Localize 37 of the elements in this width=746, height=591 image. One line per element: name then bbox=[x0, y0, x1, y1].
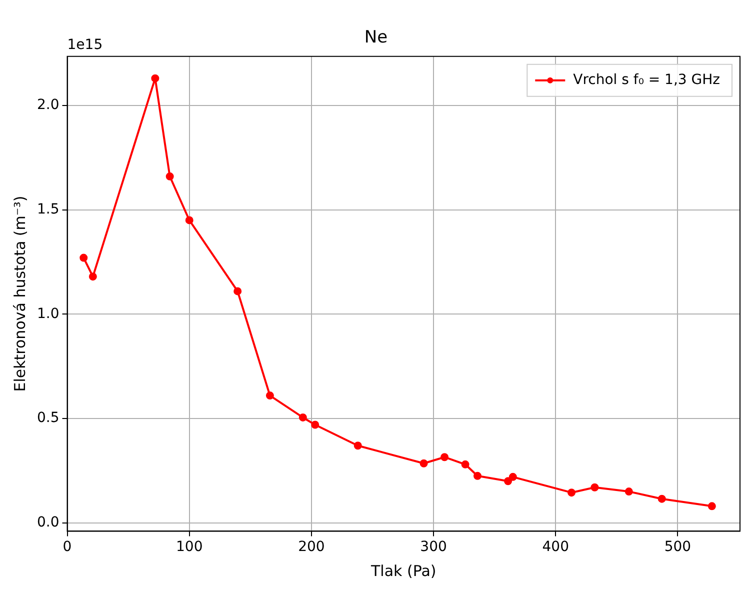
point bbox=[708, 502, 716, 510]
y-tick-label: 2.0 bbox=[37, 97, 60, 114]
point bbox=[504, 477, 512, 486]
x-tick-label: 400 bbox=[542, 539, 570, 556]
legend-label: Vrchol s f₀ = 1,3 GHz bbox=[573, 72, 720, 88]
point bbox=[88, 272, 97, 281]
chart-title: Ne bbox=[364, 28, 388, 48]
point bbox=[185, 216, 194, 224]
point bbox=[440, 453, 449, 462]
point bbox=[461, 460, 470, 468]
point bbox=[298, 413, 307, 422]
y-tick-label: 1.5 bbox=[37, 201, 60, 218]
x-tick-label: 0 bbox=[62, 539, 72, 556]
point bbox=[508, 472, 517, 481]
point bbox=[151, 74, 160, 82]
point bbox=[354, 442, 362, 450]
y-axis-title: Elektronová hustota (m⁻³) bbox=[10, 196, 29, 392]
text: 1e15 bbox=[67, 37, 103, 54]
point bbox=[234, 287, 242, 296]
point bbox=[474, 472, 482, 480]
x-tick-label: 300 bbox=[420, 539, 447, 556]
x-tick-label: 200 bbox=[298, 539, 325, 556]
y-tick-label: 1.0 bbox=[37, 306, 60, 322]
x-axis-title: Tlak (Pa) bbox=[370, 562, 436, 580]
point bbox=[80, 254, 88, 262]
point bbox=[311, 420, 320, 429]
point bbox=[658, 494, 666, 503]
point bbox=[624, 488, 633, 496]
point bbox=[166, 172, 174, 180]
point bbox=[266, 392, 274, 400]
point bbox=[590, 483, 599, 492]
x-tick-label: 100 bbox=[176, 539, 203, 556]
x-tick-label: 500 bbox=[664, 539, 692, 556]
point bbox=[568, 488, 576, 497]
point bbox=[420, 459, 428, 468]
y-tick-label: 0.5 bbox=[37, 410, 60, 426]
y-tick-label: 0.0 bbox=[37, 514, 60, 530]
